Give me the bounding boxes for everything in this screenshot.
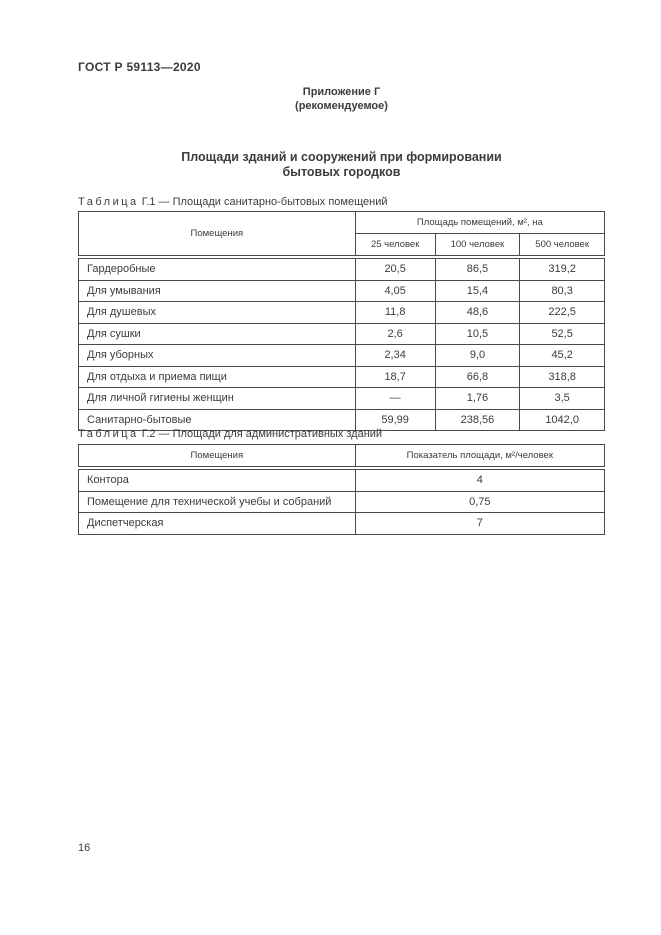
area-25: 2,6 — [354, 322, 436, 345]
table-row: Для сушки 2,6 10,5 52,5 — [78, 322, 605, 345]
table-row: Для душевых 11,8 48,6 222,5 — [78, 301, 605, 324]
area-100: 86,5 — [434, 256, 521, 281]
table-g2-caption: Таблица Г.2 — Площади для административн… — [78, 428, 605, 440]
area-500: 45,2 — [519, 344, 605, 367]
table-g1-caption-prefix: Таблица — [78, 196, 139, 208]
area-25: — — [354, 387, 436, 410]
table-row: Помещение для технической учебы и собран… — [78, 490, 606, 513]
page-title-line2: бытовых городков — [282, 164, 401, 179]
room-name: Контора — [78, 467, 356, 492]
table-g1-caption: Таблица Г.1 — Площади санитарно-бытовых … — [78, 196, 605, 208]
area-100: 48,6 — [434, 301, 521, 324]
doc-code: ГОСТ Р 59113—2020 — [78, 60, 201, 74]
area-100: 1,76 — [434, 387, 521, 410]
room-name: Для сушки — [78, 322, 356, 345]
area-500: 319,2 — [519, 256, 605, 281]
area-25: 4,05 — [354, 279, 436, 302]
table-row: Для уборных 2,34 9,0 45,2 — [78, 344, 605, 367]
table-g1-col-100: 100 человек — [434, 233, 521, 259]
area-100: 66,8 — [434, 365, 521, 388]
page-title: Площади зданий и сооружений при формиров… — [78, 150, 605, 179]
table-row: Для умывания 4,05 15,4 80,3 — [78, 279, 605, 302]
area-100: 238,56 — [434, 408, 521, 431]
table-g2-header-row: Помещения Показатель площади, м²/человек — [78, 444, 606, 470]
table-row: Гардеробные 20,5 86,5 319,2 — [78, 256, 605, 281]
area-per-person: 4 — [354, 467, 606, 492]
table-g1-header-row-2: 25 человек 100 человек 500 человек — [79, 233, 605, 259]
annex-heading: Приложение Г (рекомендуемое) — [78, 86, 605, 113]
table-g2-caption-prefix: Таблица — [78, 428, 139, 440]
area-100: 15,4 — [434, 279, 521, 302]
table-g1-col-group: Площадь помещений, м², на — [354, 211, 606, 234]
table-g1-col-25: 25 человек — [354, 233, 436, 259]
room-name: Для уборных — [78, 344, 356, 367]
area-25: 20,5 — [354, 256, 436, 281]
area-25: 18,7 — [354, 365, 436, 388]
page-number: 16 — [78, 842, 91, 854]
room-name: Гардеробные — [78, 256, 356, 281]
table-g1-header-row-1: Помещения Площадь помещений, м², на — [78, 211, 606, 259]
room-name: Для душевых — [78, 301, 356, 324]
table-g2-col-value: Показатель площади, м²/человек — [354, 444, 606, 470]
area-500: 318,8 — [519, 365, 605, 388]
table-row: Диспетчерская 7 — [78, 512, 606, 535]
table-g2: Помещения Показатель площади, м²/человек… — [78, 444, 606, 535]
area-25: 59,99 — [354, 408, 436, 431]
page-title-line1: Площади зданий и сооружений при формиров… — [181, 150, 502, 164]
table-g1-col-rooms: Помещения — [78, 211, 356, 259]
room-name: Санитарно-бытовые — [78, 408, 356, 431]
area-per-person: 7 — [354, 512, 606, 535]
room-name: Для умывания — [78, 279, 356, 302]
area-25: 11,8 — [354, 301, 436, 324]
area-500: 80,3 — [519, 279, 605, 302]
table-g2-caption-text: Г.2 — Площади для административных здани… — [141, 428, 383, 440]
table-g2-col-rooms: Помещения — [78, 444, 356, 470]
area-500: 1042,0 — [519, 408, 605, 431]
area-500: 222,5 — [519, 301, 605, 324]
table-row: Для отдыха и приема пищи 18,7 66,8 318,8 — [78, 365, 605, 388]
area-100: 10,5 — [434, 322, 521, 345]
room-name: Для личной гигиены женщин — [78, 387, 356, 410]
area-500: 52,5 — [519, 322, 605, 345]
table-row: Для личной гигиены женщин — 1,76 3,5 — [78, 387, 605, 410]
area-100: 9,0 — [434, 344, 521, 367]
area-25: 2,34 — [354, 344, 436, 367]
annex-kind: (рекомендуемое) — [295, 99, 388, 112]
table-row: Санитарно-бытовые 59,99 238,56 1042,0 — [78, 408, 605, 431]
annex-label: Приложение Г — [302, 86, 381, 98]
room-name: Диспетчерская — [78, 512, 356, 535]
table-g1-caption-text: Г.1 — Площади санитарно-бытовых помещени… — [141, 196, 388, 208]
area-per-person: 0,75 — [354, 490, 606, 513]
table-row: Контора 4 — [78, 467, 606, 492]
room-name: Помещение для технической учебы и собран… — [78, 490, 356, 513]
table-g1-col-500: 500 человек — [519, 233, 605, 259]
table-g1: Помещения Площадь помещений, м², на 25 ч… — [78, 211, 606, 431]
room-name: Для отдыха и приема пищи — [78, 365, 356, 388]
area-500: 3,5 — [519, 387, 605, 410]
